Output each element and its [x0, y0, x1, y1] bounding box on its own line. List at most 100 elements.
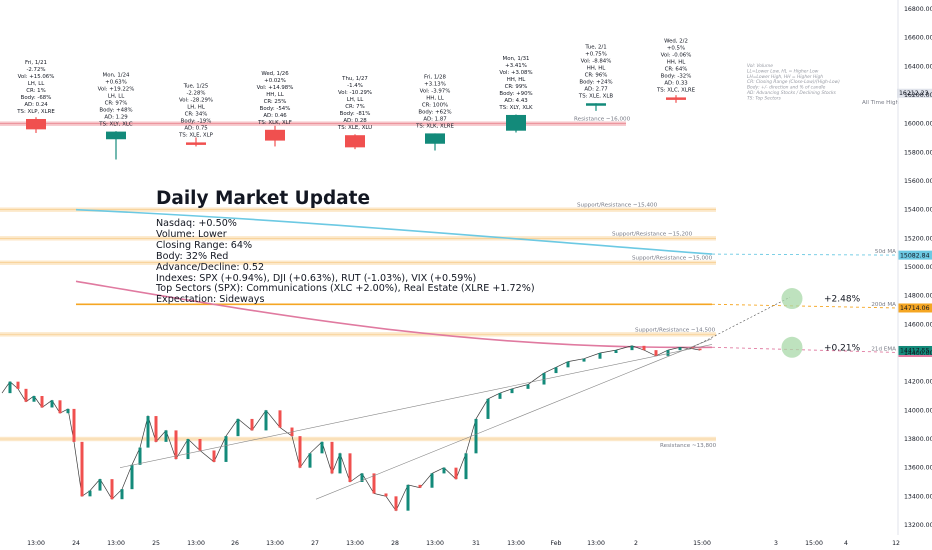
intraday-candle	[66, 408, 70, 414]
candle-stat-line: Fri, 1/28	[424, 74, 447, 80]
candle-stat-line: HH, LL	[426, 95, 444, 101]
intraday-candle	[418, 484, 422, 488]
intraday-candle	[250, 418, 254, 431]
intraday-candle	[72, 408, 76, 442]
intraday-candle	[566, 361, 570, 368]
time-tick-label: 4	[844, 540, 848, 547]
candle-stat-line: CR: 64%	[665, 66, 688, 72]
candle-stat-line: Vol: -8.84%	[581, 58, 612, 64]
candle-stat-line: TS: XLE, XLB	[578, 93, 613, 99]
candle-stat-line: LH, LL	[28, 81, 45, 87]
intraday-candle	[442, 467, 446, 474]
time-tick-label: 25	[152, 540, 160, 547]
candle-stat-line: Wed, 2/2	[664, 38, 688, 44]
candle-stat-line: CR: 97%	[105, 101, 128, 107]
intraday-candle	[138, 447, 142, 465]
candle-stat-line: Body: -68%	[21, 95, 52, 101]
legend-line: CR: Closing Range (Close-Low)/(High-Low)	[747, 79, 840, 85]
candle-stat-line: TS: XLE, XLP	[178, 132, 213, 138]
level-label: Resistance ~16,000	[574, 117, 631, 123]
time-tick-label: 13:00	[187, 540, 205, 547]
intraday-candle	[174, 430, 178, 460]
summary-line-nasdaq: Nasdaq: +0.50%	[156, 218, 237, 229]
candle-stat-line: Wed, 1/26	[261, 71, 289, 77]
intraday-candle	[338, 453, 342, 474]
candle-stat-line: Vol: +15.06%	[18, 74, 55, 80]
levels-layer: Resistance ~16,000 Support/Resistance ~15…	[0, 88, 932, 449]
summary-line-volume: Volume: Lower	[156, 228, 227, 240]
intraday-candle	[526, 384, 530, 389]
ma-value-badge	[898, 250, 932, 260]
intraday-candle	[666, 350, 670, 356]
intraday-candle	[298, 436, 302, 468]
candle-stat-line: AD: 0.75	[184, 125, 207, 131]
daily-candles	[26, 95, 686, 160]
candle-stat-line: Body: -32%	[661, 73, 692, 79]
candle-stat-line: -1.4%	[347, 83, 363, 89]
legend-line: LL=Lower Low, HL = Higher Low	[747, 68, 819, 74]
intraday-candle	[264, 410, 268, 431]
candle-stat-line: Vol: -10.29%	[338, 90, 372, 96]
time-axis: 13:00 24 13:00 25 13:00 26 13:00 27 13:00 28 13:00…	[27, 540, 900, 547]
time-tick-label: 13:00	[346, 540, 364, 547]
summary-line-top-sectors: Top Sectors (SPX): Communications (XLC +…	[156, 283, 535, 295]
intraday-candle	[498, 393, 502, 399]
price-series	[1, 296, 791, 512]
time-tick-label: 12	[892, 540, 900, 547]
ema21-projection	[711, 346, 899, 353]
price-tick-label: 14000.00	[904, 407, 932, 414]
candle-stat-line: TS: XLY, XLC	[98, 122, 133, 128]
ath-label: All Time High	[862, 100, 899, 106]
intraday-candle	[24, 388, 28, 402]
candle-stat-line: TS: XLC, XLRE	[656, 87, 696, 93]
candle-stat-line: Body: +48%	[99, 108, 132, 114]
time-tick-label: 31	[472, 540, 480, 547]
legend-line: Body: +/- direction and % of candle	[747, 85, 826, 91]
intraday-candle	[154, 416, 158, 442]
time-tick-label: 26	[231, 540, 239, 547]
intraday-candle	[654, 350, 658, 356]
intraday-candle	[88, 490, 92, 497]
intraday-candle	[8, 381, 12, 394]
candle-stat-line: HH, HL	[667, 59, 686, 65]
intraday-candle	[120, 489, 124, 500]
intraday-candle	[486, 398, 490, 419]
summary-line-advance-decline: Advance/Decline: 0.52	[156, 261, 265, 273]
projection-line	[689, 296, 791, 349]
candle-stat-line: CR: 100%	[422, 102, 448, 108]
candle-stat-line: +0.75%	[585, 51, 607, 57]
candle-stat-line: HH, HL	[587, 65, 606, 71]
candle-stat-line: TS: XLK, XLF	[257, 120, 292, 126]
intraday-candle	[16, 381, 20, 389]
candle-stat-line: CR: 7%	[345, 104, 364, 110]
intraday-candle	[454, 467, 458, 480]
price-tick-label: 16400.00	[904, 63, 932, 70]
intraday-candle	[698, 348, 702, 351]
time-tick-label: 13:00	[266, 540, 284, 547]
price-tick-label: 13400.00	[904, 493, 932, 500]
candle-stat-line: CR: 25%	[264, 99, 287, 105]
candle-stat-line: -2.72%	[26, 67, 45, 73]
intraday-candle	[308, 453, 312, 468]
candle-stat-line: Body: +90%	[499, 91, 532, 97]
candle-stat-line: Fri, 1/21	[25, 60, 47, 66]
candle-stat-line: AD: 0.33	[664, 80, 687, 86]
candle-stat-line: Vol: +19.22%	[98, 87, 135, 93]
summary-line-indexes: Indexes: SPX (+0.94%), DJI (+0.63%), RUT…	[156, 272, 477, 284]
price-tick-label: 14400.00	[904, 350, 932, 357]
candle-stat-line: AD: 1.29	[104, 115, 128, 121]
price-tick-label: 15400.00	[904, 207, 932, 214]
intraday-candle	[464, 453, 468, 480]
time-tick-label: 28	[391, 540, 399, 547]
candle-stat-line: AD: 1.87	[423, 116, 446, 122]
trendline-upper	[315, 338, 713, 500]
candle-stat-line: CR: 99%	[505, 84, 528, 90]
intraday-candle	[330, 441, 334, 474]
candle-stat-line: +0.02%	[264, 78, 286, 84]
price-tick-label: 14200.00	[904, 379, 932, 386]
intraday-candle	[372, 473, 376, 494]
time-tick-label: 13:00	[507, 540, 525, 547]
candle-stat-line: AD: 0.24	[24, 102, 48, 108]
